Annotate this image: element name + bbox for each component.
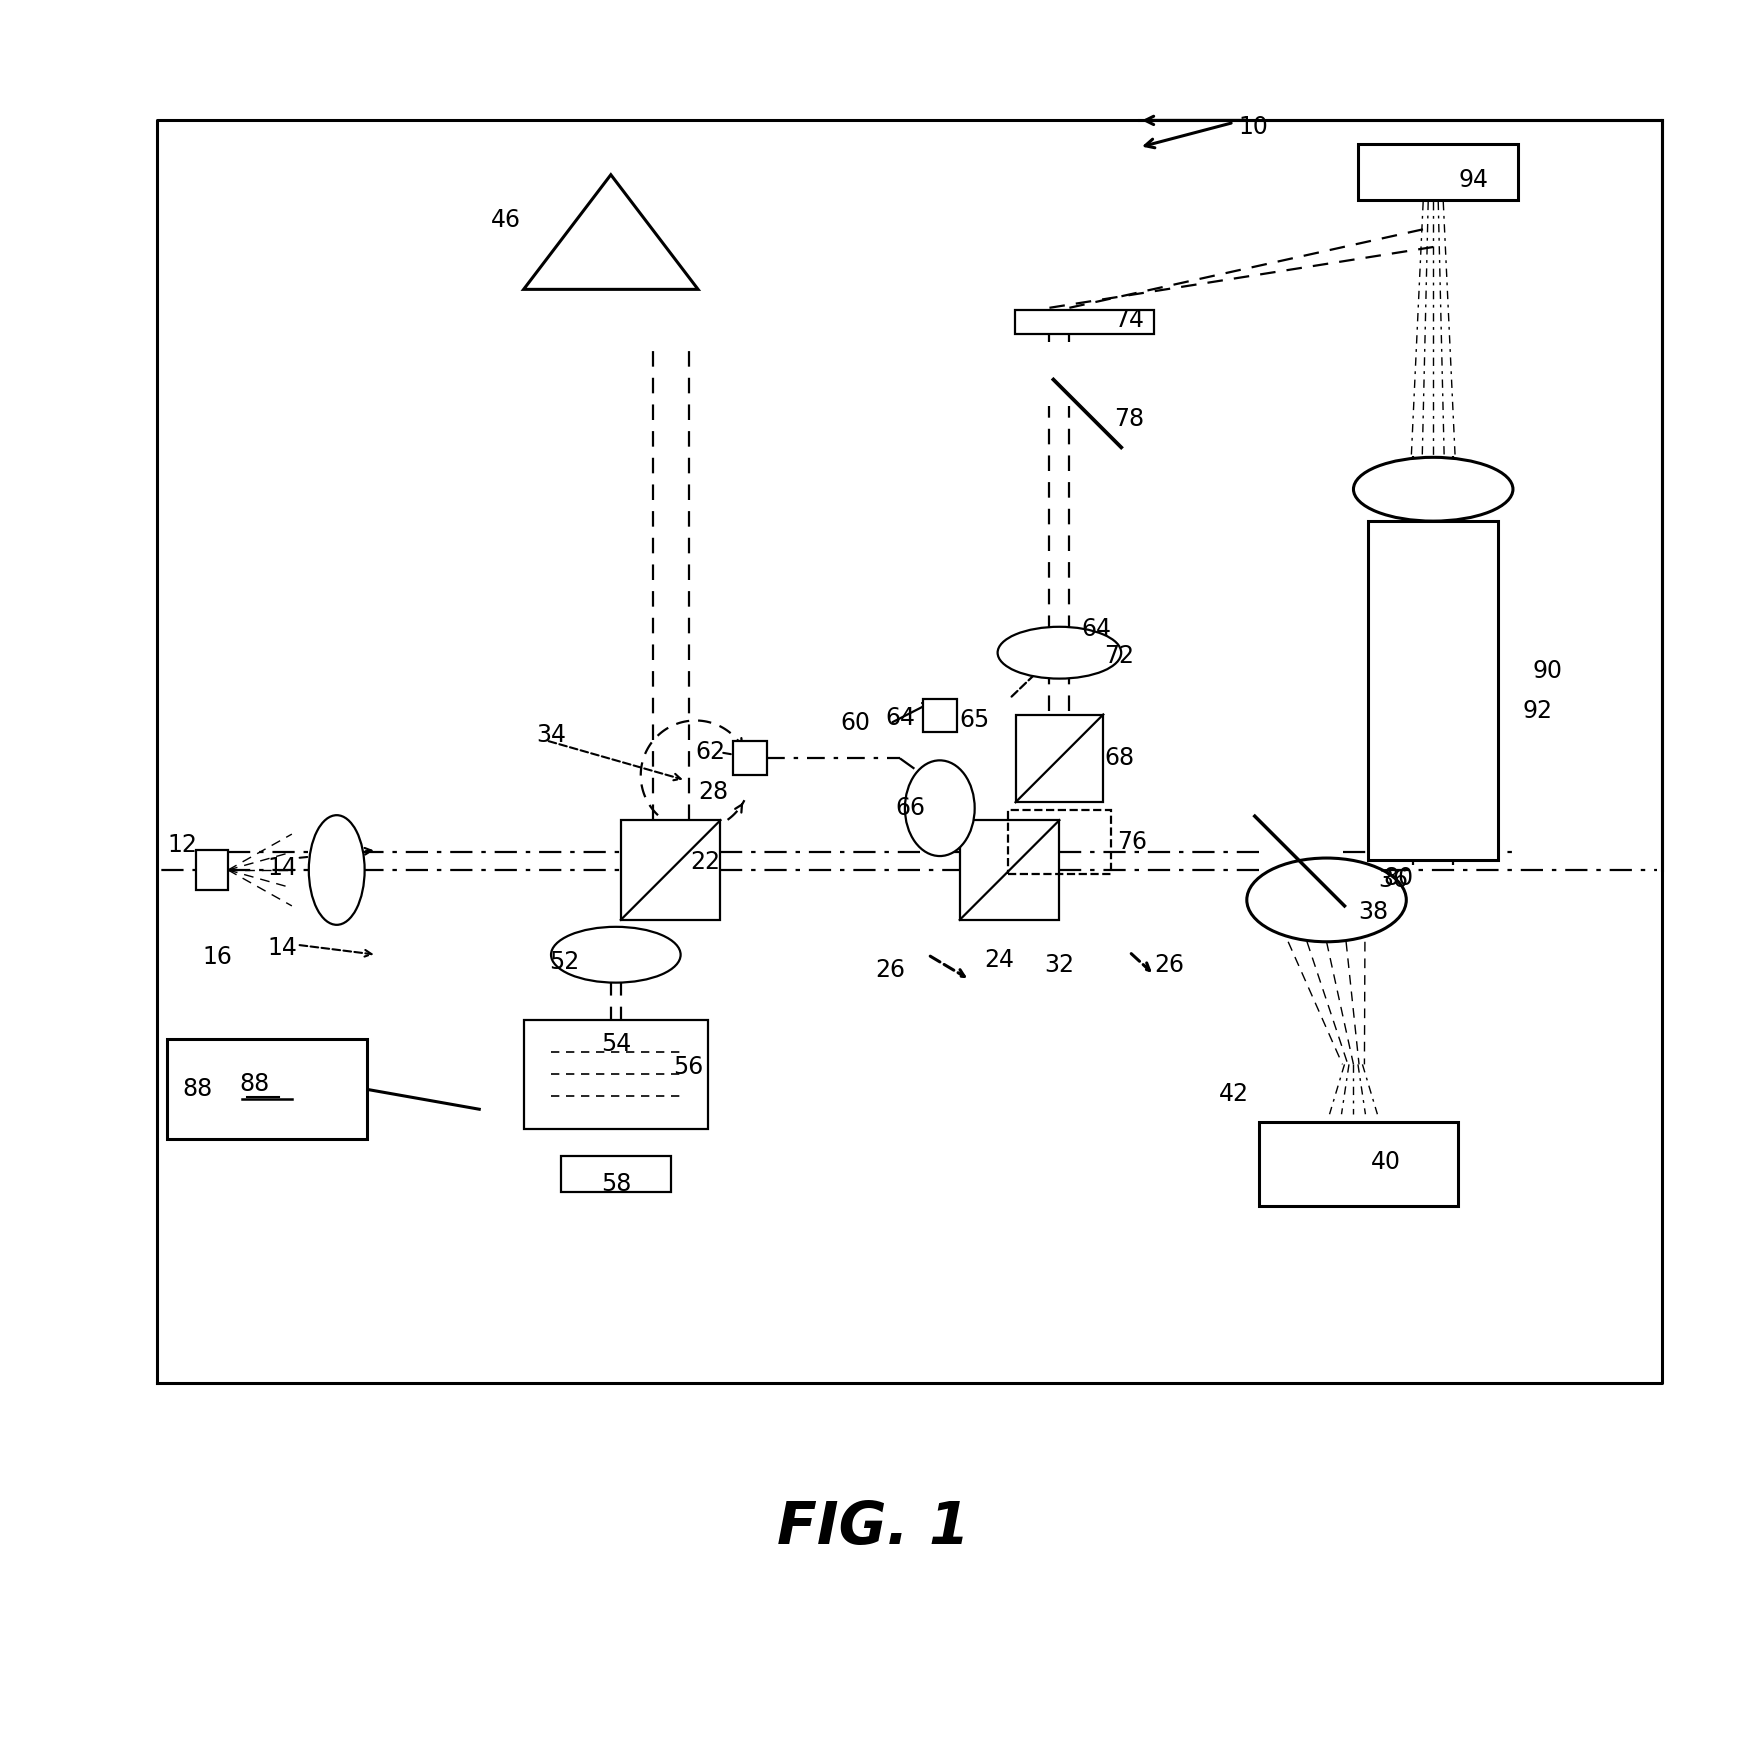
Text: 24: 24	[985, 948, 1015, 972]
Text: 68: 68	[1104, 746, 1134, 770]
Bar	[922, 699, 957, 732]
Text: 26: 26	[1155, 953, 1184, 977]
Bar	[168, 1040, 367, 1139]
Text: 34: 34	[536, 723, 566, 747]
Bar	[1260, 1122, 1459, 1205]
Text: 54: 54	[601, 1033, 631, 1056]
Text: 94: 94	[1459, 169, 1488, 192]
Text: 74: 74	[1115, 308, 1144, 331]
Text: 46: 46	[491, 207, 521, 232]
Text: 36: 36	[1378, 868, 1408, 892]
Text: 26: 26	[875, 958, 905, 982]
Text: 64: 64	[1081, 617, 1111, 641]
Text: 60: 60	[840, 711, 870, 735]
Text: 64: 64	[886, 707, 915, 730]
Ellipse shape	[1247, 859, 1406, 942]
Bar	[1368, 521, 1497, 861]
Text: 88: 88	[182, 1077, 213, 1101]
Text: 14: 14	[267, 855, 297, 880]
Text: 66: 66	[894, 796, 924, 820]
Ellipse shape	[905, 760, 975, 855]
Text: 52: 52	[549, 949, 580, 974]
Text: 72: 72	[1104, 645, 1134, 667]
Text: 65: 65	[959, 709, 991, 732]
Bar	[196, 850, 229, 890]
Bar	[1008, 810, 1111, 874]
Text: 80: 80	[1384, 866, 1413, 890]
Text: 12: 12	[168, 833, 197, 857]
Text: FIG. 1: FIG. 1	[777, 1500, 970, 1556]
Text: 76: 76	[1118, 831, 1148, 854]
Text: 10: 10	[1239, 115, 1268, 139]
Ellipse shape	[550, 927, 681, 982]
Text: 32: 32	[1045, 953, 1074, 977]
Text: 40: 40	[1370, 1150, 1401, 1174]
Bar	[1015, 310, 1155, 334]
Text: 90: 90	[1532, 658, 1564, 683]
Text: 16: 16	[203, 944, 232, 969]
Bar	[734, 742, 767, 775]
Ellipse shape	[998, 627, 1122, 679]
Text: 42: 42	[1219, 1082, 1249, 1106]
Text: 28: 28	[699, 780, 728, 805]
Text: 88: 88	[239, 1073, 271, 1096]
Bar	[1015, 714, 1104, 803]
Bar	[959, 820, 1059, 920]
Text: 92: 92	[1523, 699, 1553, 723]
Bar	[561, 1157, 671, 1192]
Ellipse shape	[309, 815, 365, 925]
Bar	[524, 1019, 708, 1129]
Bar	[1359, 145, 1518, 200]
Text: 38: 38	[1359, 901, 1389, 923]
Text: 22: 22	[690, 850, 720, 874]
Text: 62: 62	[695, 740, 725, 765]
Text: 14: 14	[267, 935, 297, 960]
Ellipse shape	[1354, 458, 1513, 521]
Bar	[620, 820, 720, 920]
Text: 56: 56	[673, 1056, 702, 1080]
Text: 78: 78	[1115, 408, 1144, 432]
Text: 58: 58	[601, 1172, 631, 1197]
